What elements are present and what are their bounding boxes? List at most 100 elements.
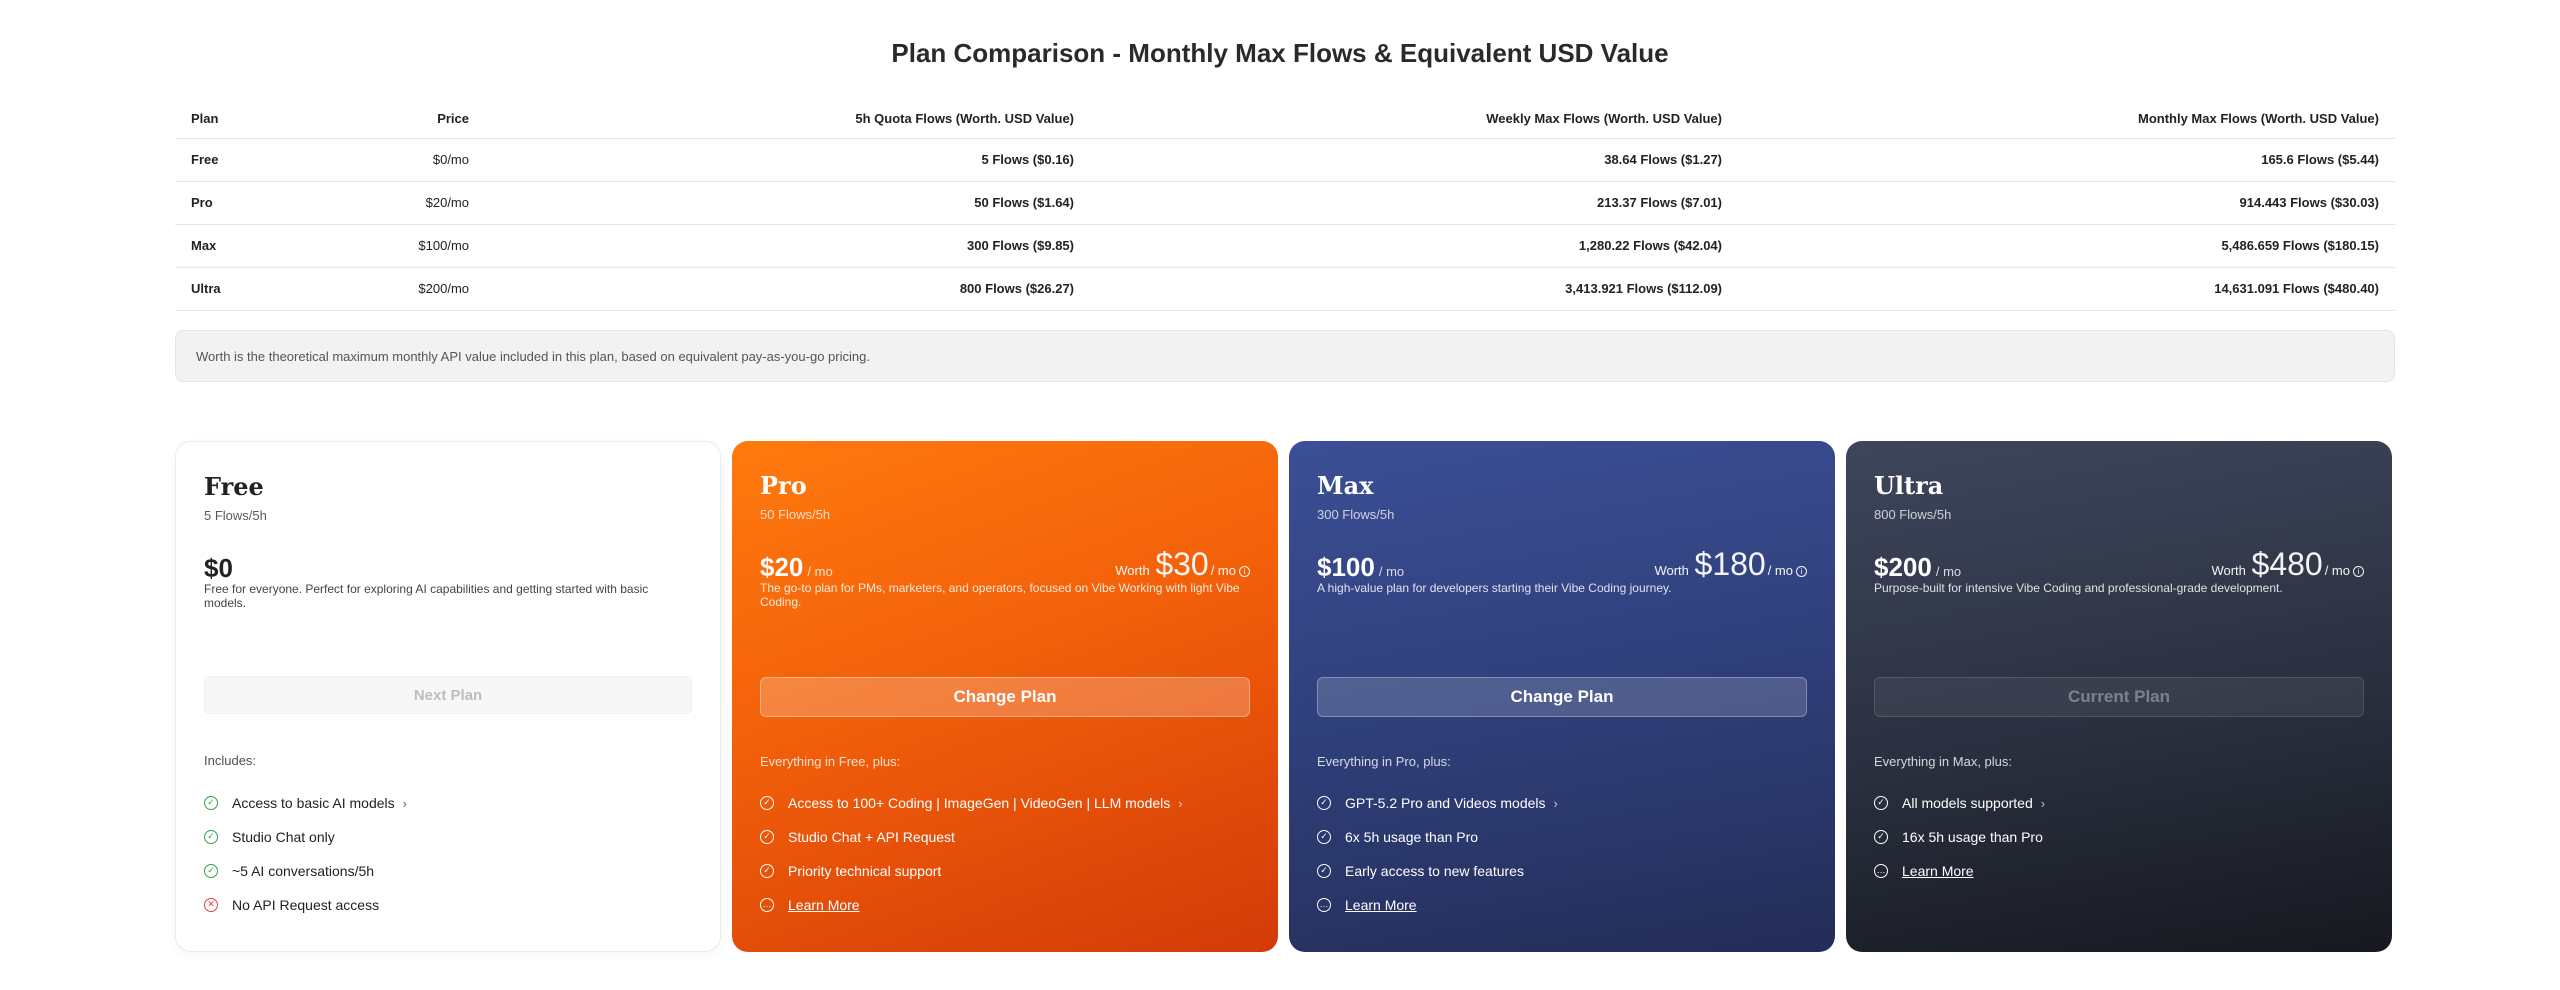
table-cell: $200/mo bbox=[355, 267, 485, 311]
table-cell: Free bbox=[175, 138, 355, 182]
list-item: ✓ 16x 5h usage than Pro bbox=[1874, 820, 2364, 854]
feature-label: Studio Chat + API Request bbox=[788, 829, 955, 845]
list-item: ✓ 6x 5h usage than Pro bbox=[1317, 820, 1807, 854]
table-cell: Max bbox=[175, 224, 355, 268]
table-row: Pro $20/mo 50 Flows ($1.64) 213.37 Flows… bbox=[175, 181, 2395, 225]
plan-name: Ultra bbox=[1874, 471, 1944, 500]
change-plan-button[interactable]: Change Plan bbox=[1317, 677, 1807, 717]
feature-label: Priority technical support bbox=[788, 863, 942, 879]
learn-more-link[interactable]: Learn More bbox=[788, 897, 860, 913]
current-plan-button[interactable]: Current Plan bbox=[1874, 677, 2364, 717]
feature-label: 6x 5h usage than Pro bbox=[1345, 829, 1479, 845]
check-circle-icon: ✓ bbox=[760, 796, 774, 810]
feature-models-access[interactable]: ✓ Access to 100+ Coding | ImageGen | Vid… bbox=[760, 786, 1250, 820]
info-icon[interactable]: i bbox=[1239, 566, 1250, 577]
table-cell: 300 Flows ($9.85) bbox=[485, 224, 1090, 268]
feature-label: ~5 AI conversations/5h bbox=[232, 863, 375, 879]
feature-list: ✓ Access to basic AI models › ✓ Studio C… bbox=[204, 786, 692, 922]
change-plan-button[interactable]: Change Plan bbox=[760, 677, 1250, 717]
check-circle-icon: ✓ bbox=[1317, 830, 1331, 844]
plan-name: Max bbox=[1317, 471, 1374, 500]
column-header: 5h Quota Flows (Worth. USD Value) bbox=[485, 100, 1090, 139]
table-cell: Ultra bbox=[175, 267, 355, 311]
worth-period: / mo bbox=[1210, 563, 1236, 578]
list-item: ✓ ~5 AI conversations/5h bbox=[204, 854, 692, 888]
feature-label: Studio Chat only bbox=[232, 829, 335, 845]
next-plan-button[interactable]: Next Plan bbox=[204, 676, 692, 714]
worth-period: / mo bbox=[2324, 563, 2350, 578]
check-circle-icon: ✓ bbox=[1874, 830, 1888, 844]
plan-price: $200/ mo bbox=[1874, 552, 1961, 583]
price-row: $200/ mo Worth $480/ mo i bbox=[1874, 543, 2364, 583]
feature-basic-models[interactable]: ✓ Access to basic AI models › bbox=[204, 786, 692, 820]
plan-price: $0 bbox=[204, 553, 233, 583]
check-circle-icon: ✓ bbox=[1317, 864, 1331, 878]
worth-period: / mo bbox=[1767, 563, 1793, 578]
chevron-right-icon: › bbox=[1553, 795, 1558, 811]
page-title: Plan Comparison - Monthly Max Flows & Eq… bbox=[891, 38, 1669, 68]
table-row: Free $0/mo 5 Flows ($0.16) 38.64 Flows (… bbox=[175, 138, 2395, 182]
feature-list: ✓ GPT-5.2 Pro and Videos models › ✓ 6x 5… bbox=[1317, 786, 1807, 922]
dots-circle-icon: … bbox=[760, 898, 774, 912]
table-cell: 50 Flows ($1.64) bbox=[485, 181, 1090, 225]
feature-all-models[interactable]: ✓ All models supported › bbox=[1874, 786, 2364, 820]
feature-label: Access to basic AI models bbox=[232, 795, 395, 811]
table-cell: 1,280.22 Flows ($42.04) bbox=[1090, 224, 1738, 268]
table-cell: $100/mo bbox=[355, 224, 485, 268]
feature-label: Early access to new features bbox=[1345, 863, 1524, 879]
chevron-right-icon: › bbox=[1178, 795, 1183, 811]
check-circle-icon: ✓ bbox=[1874, 796, 1888, 810]
table-cell: 3,413.921 Flows ($112.09) bbox=[1090, 267, 1738, 311]
price-value: $100 bbox=[1317, 552, 1375, 582]
table-cell: Pro bbox=[175, 181, 355, 225]
worth-label: Worth bbox=[2211, 563, 2246, 578]
plan-flows: 300 Flows/5h bbox=[1317, 507, 1395, 522]
feature-gpt-models[interactable]: ✓ GPT-5.2 Pro and Videos models › bbox=[1317, 786, 1807, 820]
x-circle-icon: ✕ bbox=[204, 898, 218, 912]
table-cell: 38.64 Flows ($1.27) bbox=[1090, 138, 1738, 182]
table-cell: $0/mo bbox=[355, 138, 485, 182]
plan-flows: 50 Flows/5h bbox=[760, 507, 831, 522]
column-header: Weekly Max Flows (Worth. USD Value) bbox=[1090, 100, 1738, 139]
worth-amount: $180 bbox=[1694, 546, 1766, 582]
list-item: … Learn More bbox=[1317, 888, 1807, 922]
learn-more-link[interactable]: Learn More bbox=[1345, 897, 1417, 913]
table-cell: 5 Flows ($0.16) bbox=[485, 138, 1090, 182]
table-cell: 165.6 Flows ($5.44) bbox=[1738, 138, 2395, 182]
table-cell: $20/mo bbox=[355, 181, 485, 225]
feature-label: Access to 100+ Coding | ImageGen | Video… bbox=[788, 795, 1171, 811]
worth-amount: $30 bbox=[1155, 546, 1209, 582]
price-row: $0 bbox=[204, 544, 692, 584]
plan-price: $20/ mo bbox=[760, 552, 833, 583]
info-icon[interactable]: i bbox=[1796, 566, 1807, 577]
list-item: … Learn More bbox=[1874, 854, 2364, 888]
worth-value: Worth $30/ mo i bbox=[1115, 546, 1250, 583]
plan-name: Pro bbox=[760, 471, 807, 500]
worth-value: Worth $480/ mo i bbox=[2211, 546, 2364, 583]
plan-card-free: Free 5 Flows/5h $0 Free for everyone. Pe… bbox=[175, 441, 721, 952]
info-icon[interactable]: i bbox=[2353, 566, 2364, 577]
worth-label: Worth bbox=[1654, 563, 1689, 578]
plan-price: $100/ mo bbox=[1317, 552, 1404, 583]
plan-flows: 5 Flows/5h bbox=[204, 508, 267, 523]
plan-description: Purpose-built for intensive Vibe Coding … bbox=[1874, 581, 2283, 595]
check-circle-icon: ✓ bbox=[1317, 796, 1331, 810]
worth-value: Worth $180/ mo i bbox=[1654, 546, 1807, 583]
list-item: ✕ No API Request access bbox=[204, 888, 692, 922]
list-item: … Learn More bbox=[760, 888, 1250, 922]
includes-label: Everything in Pro, plus: bbox=[1317, 754, 1451, 769]
feature-label: All models supported bbox=[1902, 795, 2033, 811]
table-cell: 213.37 Flows ($7.01) bbox=[1090, 181, 1738, 225]
table-header-row: Plan Price 5h Quota Flows (Worth. USD Va… bbox=[175, 100, 2395, 139]
column-header: Price bbox=[355, 100, 485, 139]
plan-description: Free for everyone. Perfect for exploring… bbox=[204, 582, 649, 610]
worth-note: Worth is the theoretical maximum monthly… bbox=[175, 330, 2395, 382]
includes-label: Includes: bbox=[204, 753, 257, 768]
feature-list: ✓ All models supported › ✓ 16x 5h usage … bbox=[1874, 786, 2364, 888]
worth-amount: $480 bbox=[2251, 546, 2323, 582]
table-row: Max $100/mo 300 Flows ($9.85) 1,280.22 F… bbox=[175, 224, 2395, 268]
feature-label: No API Request access bbox=[232, 897, 380, 913]
includes-label: Everything in Max, plus: bbox=[1874, 754, 2013, 769]
table-row: Ultra $200/mo 800 Flows ($26.27) 3,413.9… bbox=[175, 267, 2395, 311]
learn-more-link[interactable]: Learn More bbox=[1902, 863, 1974, 879]
